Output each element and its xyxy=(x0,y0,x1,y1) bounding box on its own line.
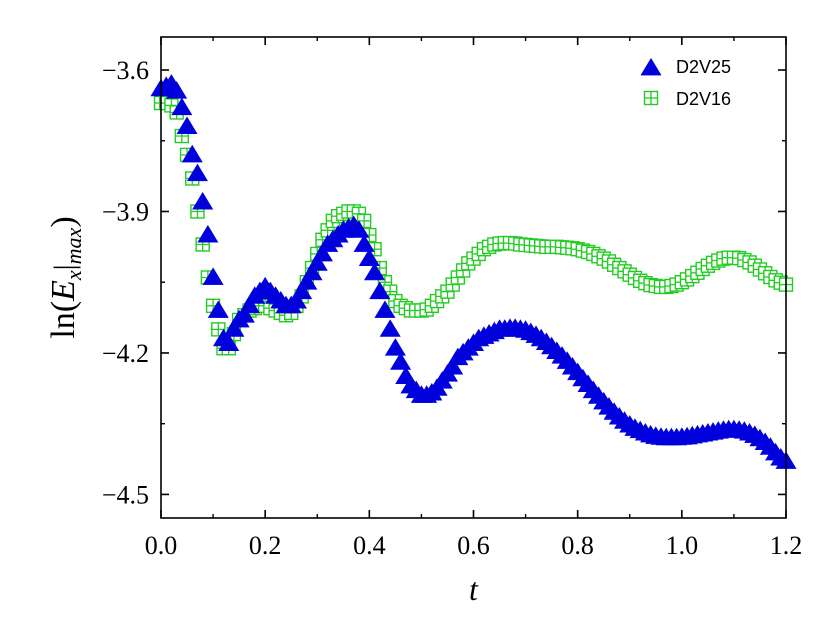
x-tick-label: 1.0 xyxy=(666,531,699,560)
tick-labels-layer: 0.0 0.2 0.4 0.6 0.8 1.0 1.2 −3.6 −3.9 −4.2 −4.5 xyxy=(102,56,802,560)
y-tick-label: −4.5 xyxy=(102,480,149,509)
data-point-d2v25 xyxy=(166,81,188,99)
data-point-d2v25 xyxy=(296,272,318,290)
y-axis-title-var: E xyxy=(45,280,82,302)
data-point-d2v25 xyxy=(233,305,255,323)
data-point-d2v25 xyxy=(364,262,386,281)
y-axis-title-suffix: ) xyxy=(45,216,82,227)
data-point-d2v25 xyxy=(176,116,198,135)
data-point-d2v25 xyxy=(218,333,240,351)
data-point-d2v25 xyxy=(311,243,333,262)
y-tick-label: −3.9 xyxy=(102,197,149,226)
x-axis-title: t xyxy=(469,571,479,607)
data-point-d2v25 xyxy=(223,319,245,337)
x-tick-label: 0.2 xyxy=(249,531,282,560)
data-point-d2v25 xyxy=(291,281,313,300)
x-tick-label: 0.0 xyxy=(145,531,178,560)
data-point-d2v25 xyxy=(192,191,214,210)
legend-marker-d2v16 xyxy=(643,90,659,106)
data-layer xyxy=(150,74,797,469)
y-tick-label: −3.6 xyxy=(102,56,149,85)
y-axis-title-bar: | xyxy=(48,264,81,270)
data-point-d2v25 xyxy=(207,300,229,318)
data-point-d2v25 xyxy=(348,220,370,238)
data-point-d2v25 xyxy=(202,267,224,285)
data-point-d2v25 xyxy=(285,290,307,309)
data-point-d2v25 xyxy=(306,253,328,271)
data-point-d2v25 xyxy=(358,248,380,267)
data-point-d2v25 xyxy=(197,224,219,243)
y-axis-title-subscript: max xyxy=(61,227,86,264)
legend: D2V25 D2V16 xyxy=(640,57,731,109)
data-point-d2v25 xyxy=(186,163,208,182)
data-point-d2v25 xyxy=(384,338,406,356)
legend-label-d2v25: D2V25 xyxy=(676,57,731,77)
legend-marker-d2v25 xyxy=(640,57,662,76)
legend-marker-shape xyxy=(640,57,662,76)
x-tick-label: 1.2 xyxy=(770,531,803,560)
data-point-d2v25 xyxy=(379,319,401,337)
x-tick-label: 0.8 xyxy=(561,531,594,560)
data-point-d2v25 xyxy=(374,300,396,318)
x-tick-label: 0.6 xyxy=(457,531,490,560)
data-point-d2v25 xyxy=(181,144,203,163)
data-point-d2v25 xyxy=(442,357,464,375)
data-point-d2v25 xyxy=(239,295,261,314)
x-tick-label: 0.4 xyxy=(353,531,386,560)
data-point-d2v16 xyxy=(362,227,377,243)
y-axis-title-prefix: ln( xyxy=(45,301,82,339)
y-axis-title-sub: x xyxy=(61,270,86,281)
data-point-d2v25 xyxy=(171,97,193,116)
data-point-d2v25 xyxy=(369,281,391,300)
data-point-d2v25 xyxy=(301,262,323,281)
data-point-d2v25 xyxy=(390,352,412,370)
legend-marker-shape xyxy=(643,90,659,106)
plot-frame xyxy=(160,36,787,519)
series-d2v25 xyxy=(150,74,797,469)
y-axis-title: ln(Ex|max) xyxy=(45,216,86,338)
data-point-d2v25 xyxy=(353,234,375,252)
legend-item-d2v25: D2V25 xyxy=(640,57,731,77)
y-tick-label: −4.2 xyxy=(102,339,149,368)
legend-item-d2v16: D2V16 xyxy=(643,89,731,109)
legend-label-d2v16: D2V16 xyxy=(676,89,731,109)
